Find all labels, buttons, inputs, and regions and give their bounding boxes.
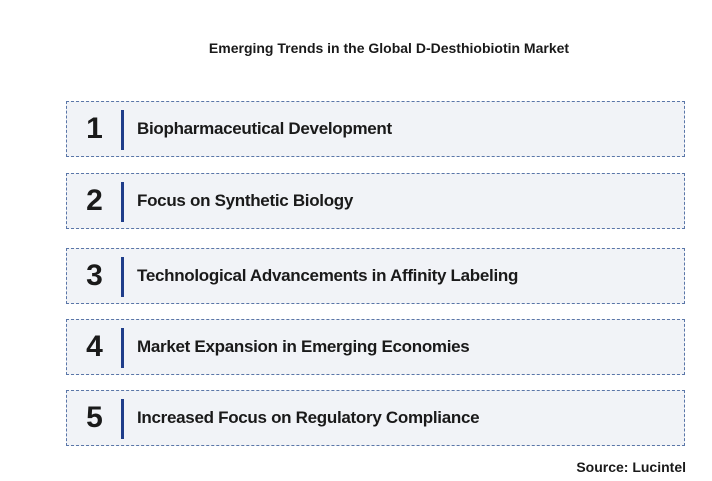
trend-row-5: 5 Increased Focus on Regulatory Complian…: [66, 390, 685, 446]
trend-label: Focus on Synthetic Biology: [137, 191, 354, 210]
trend-label: Market Expansion in Emerging Economies: [137, 337, 470, 356]
trend-number: 3: [86, 259, 103, 292]
trend-number: 2: [86, 184, 103, 217]
trend-row-3: 3 Technological Advancements in Affinity…: [66, 248, 685, 304]
trend-row-1: 1 Biopharmaceutical Development: [66, 101, 685, 157]
trend-divider: [121, 257, 124, 297]
trend-label: Technological Advancements in Affinity L…: [137, 266, 519, 285]
trend-number: 4: [86, 330, 103, 363]
source-caption: Source: Lucintel: [576, 459, 686, 475]
trend-row-4: 4 Market Expansion in Emerging Economies: [66, 319, 685, 375]
trend-divider: [121, 399, 124, 439]
trend-row-2: 2 Focus on Synthetic Biology: [66, 173, 685, 229]
trend-number: 5: [86, 401, 103, 434]
trend-label: Biopharmaceutical Development: [137, 119, 392, 138]
diagram-title: Emerging Trends in the Global D-Desthiob…: [208, 40, 570, 56]
trend-number: 1: [86, 112, 103, 145]
trend-divider: [121, 182, 124, 222]
trend-divider: [121, 110, 124, 150]
trend-label: Increased Focus on Regulatory Compliance: [137, 408, 480, 427]
trend-divider: [121, 328, 124, 368]
